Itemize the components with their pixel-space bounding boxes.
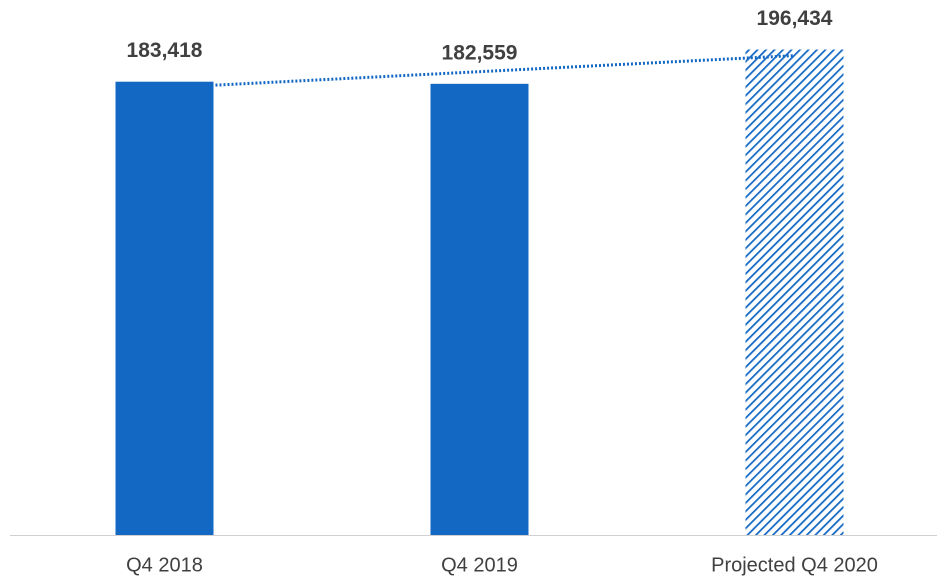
- bar: [745, 49, 844, 535]
- x-tick-label: Q4 2018: [126, 554, 203, 576]
- value-label: 182,559: [442, 41, 518, 64]
- value-label: 196,434: [757, 7, 833, 30]
- bar: [430, 83, 529, 535]
- trend-line: [215, 54, 795, 87]
- x-tick-label: Projected Q4 2020: [711, 554, 878, 576]
- bar: [115, 81, 214, 536]
- value-label: 183,418: [127, 39, 203, 62]
- x-tick-label: Q4 2019: [441, 554, 518, 576]
